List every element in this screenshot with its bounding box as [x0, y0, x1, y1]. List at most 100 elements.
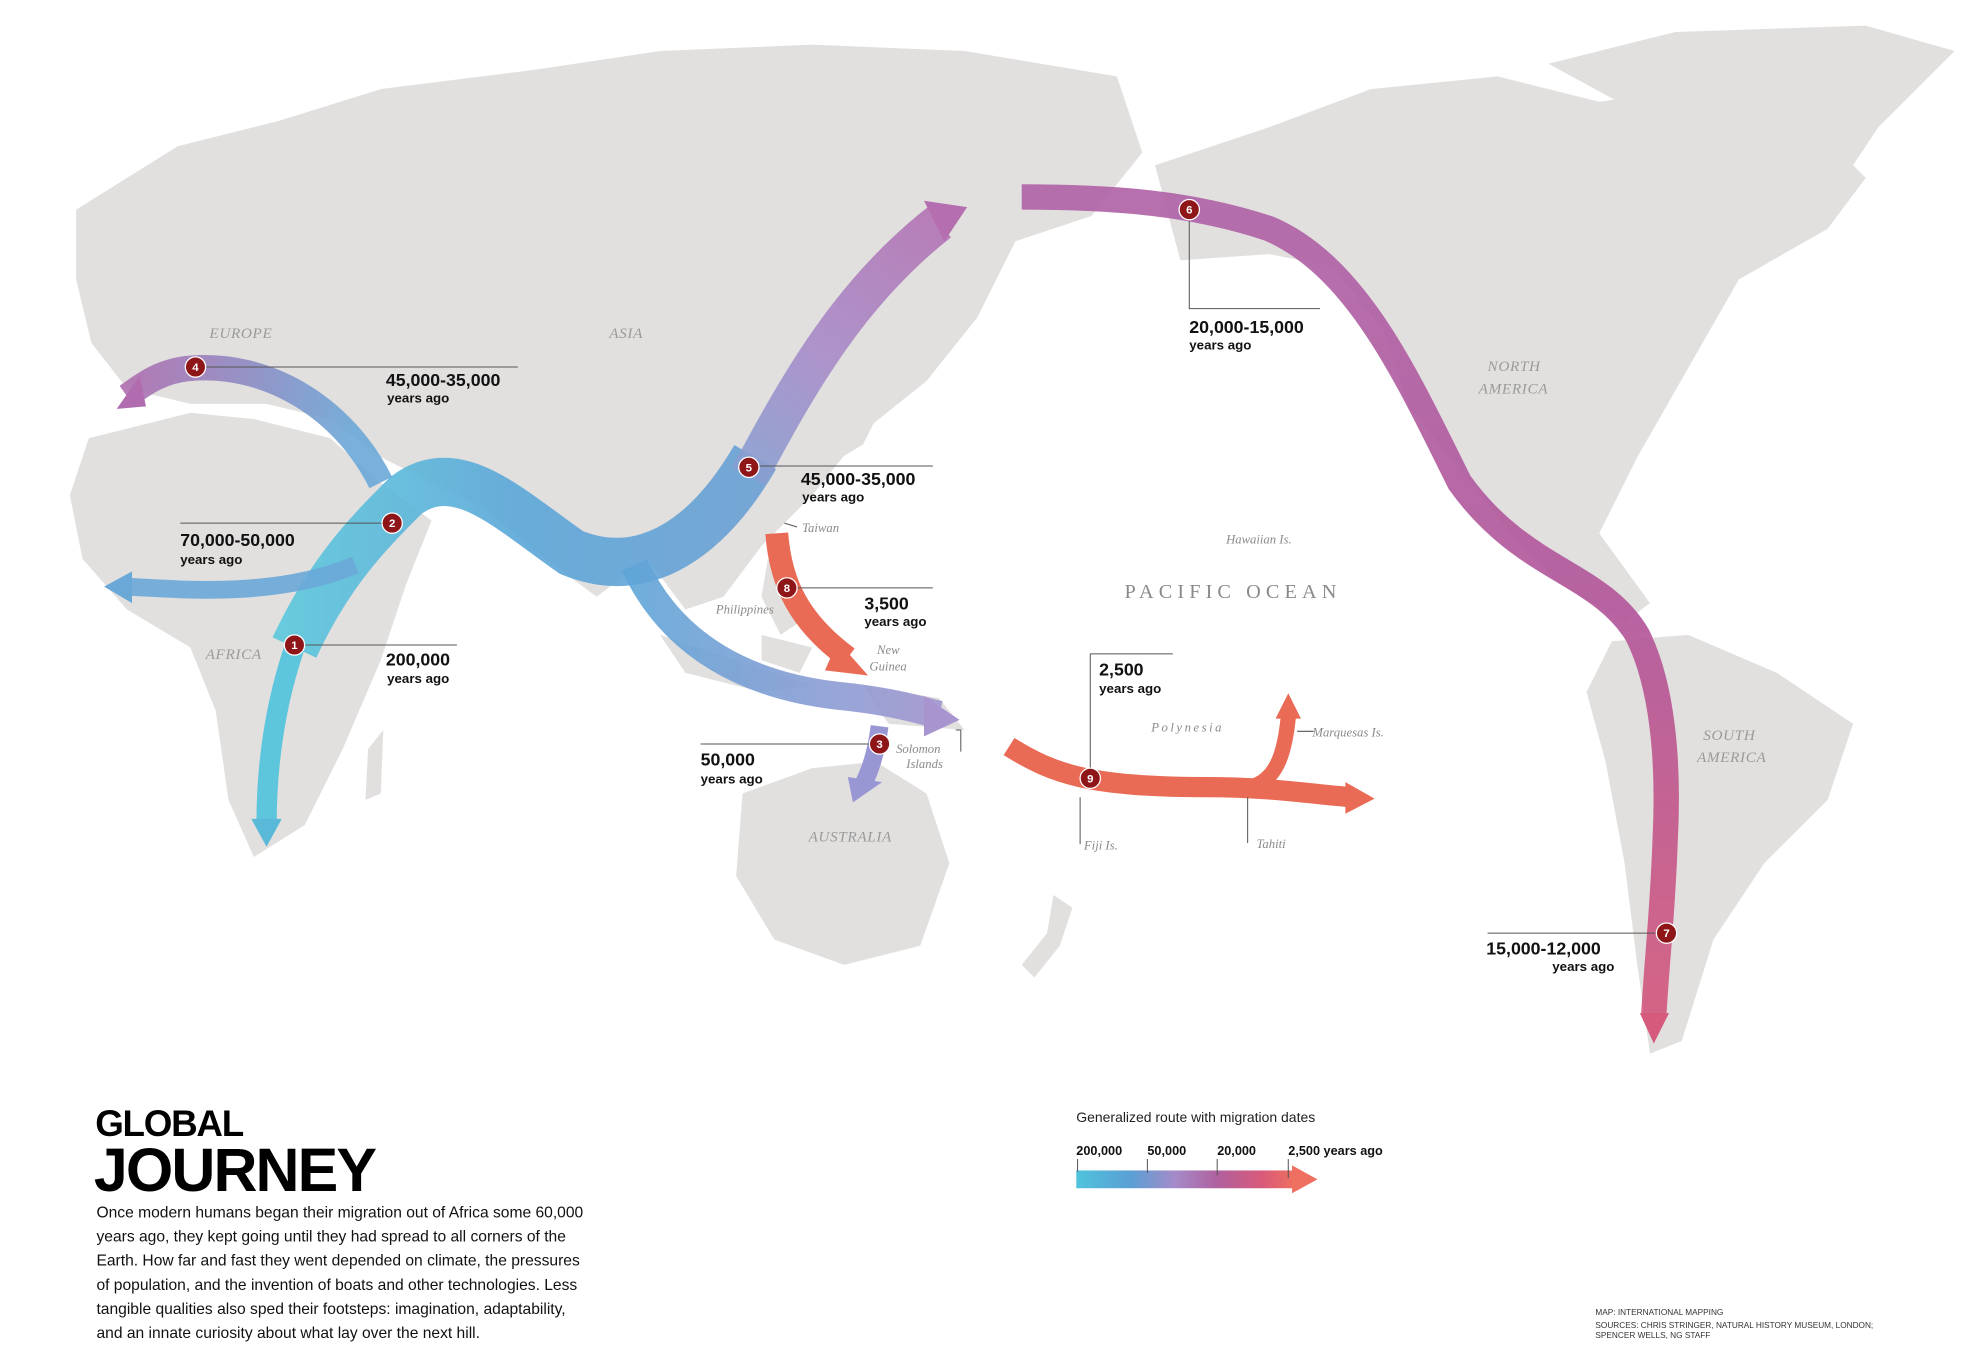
- svg-text:6: 6: [1186, 205, 1192, 217]
- north-america: [1155, 76, 1866, 623]
- callout-8-ago: years ago: [864, 614, 926, 629]
- route-marquesas: [1247, 716, 1296, 795]
- credit-map: MAP: INTERNATIONAL MAPPING: [1595, 1308, 1723, 1317]
- callout-6-ago: years ago: [1189, 337, 1251, 352]
- label-new-guinea-2: Guinea: [869, 659, 906, 673]
- label-north-america-1: NORTH: [1487, 358, 1541, 375]
- greenland: [1548, 25, 1955, 242]
- legend-tick-lines: [1077, 1159, 1289, 1179]
- markers: 1 2 3 4 5 6 7 8 9: [184, 198, 1678, 944]
- legend-arrowhead: [1292, 1165, 1318, 1194]
- route-taiwan-newguinea: [765, 532, 855, 667]
- callout-8-date: 3,500: [864, 593, 909, 613]
- route-polynesia: [1003, 737, 1353, 808]
- africa: [69, 412, 432, 857]
- callouts: 200,000 years ago 70,000-50,000 years ag…: [180, 209, 1667, 974]
- callout-4-date: 45,000-35,000: [386, 370, 501, 390]
- label-solomon-1: Solomon: [896, 742, 940, 756]
- route-south-africa: [256, 644, 305, 826]
- svg-text:7: 7: [1663, 928, 1669, 940]
- label-fiji: Fiji Is.: [1083, 838, 1118, 852]
- callout-5-ago: years ago: [802, 490, 864, 505]
- label-africa: AFRICA: [205, 646, 262, 663]
- marker-8: 8: [776, 577, 798, 599]
- svg-text:tangible qualities also sped t: tangible qualities also sped their foots…: [96, 1301, 565, 1318]
- callout-7-date: 15,000-12,000: [1486, 939, 1601, 959]
- label-polynesia: Polynesia: [1150, 720, 1224, 734]
- route-europe-arrowhead: [116, 375, 146, 409]
- label-philippines: Philippines: [715, 602, 774, 616]
- svg-text:3: 3: [876, 739, 882, 751]
- migration-routes: [104, 184, 1679, 1044]
- legend-tick-50000: 50,000: [1147, 1144, 1186, 1158]
- japan: [831, 368, 895, 464]
- route-americas: [1021, 184, 1679, 1017]
- callout-7-ago: years ago: [1552, 959, 1614, 974]
- marker-7: 7: [1655, 922, 1678, 944]
- label-marquesas: Marquesas Is.: [1311, 725, 1383, 739]
- svg-text:1: 1: [291, 640, 298, 652]
- legend-tick-200000: 200,000: [1076, 1144, 1122, 1158]
- place-leader-lines: [784, 522, 1314, 845]
- callout-9-line: [1089, 653, 1173, 779]
- label-australia: AUSTRALIA: [808, 829, 893, 846]
- label-hawaii: Hawaiian Is.: [1225, 532, 1292, 546]
- label-south-america-2: AMERICA: [1696, 749, 1767, 766]
- route-taiwan-arrowhead: [825, 641, 869, 676]
- svg-text:years ago, they kept going unt: years ago, they kept going until they ha…: [96, 1229, 565, 1246]
- title-line-2: JOURNEY: [94, 1136, 376, 1204]
- label-new-guinea-1: New: [876, 643, 900, 657]
- callout-3-ago: years ago: [701, 771, 763, 786]
- route-polynesia-arrowhead: [1345, 782, 1375, 814]
- uk: [88, 241, 127, 312]
- marker-1: 1: [283, 634, 306, 656]
- svg-text:8: 8: [784, 583, 790, 595]
- route-southeast-arrowhead: [924, 695, 960, 737]
- legend: Generalized route with migration dates 2…: [1076, 1109, 1383, 1194]
- label-solomon-2: Islands: [905, 757, 943, 771]
- marker-3: 3: [868, 733, 891, 755]
- svg-text:4: 4: [192, 362, 199, 374]
- marker-5: 5: [738, 456, 760, 479]
- australia: [736, 761, 950, 965]
- label-south-america-1: SOUTH: [1703, 727, 1756, 744]
- marker-6: 6: [1178, 198, 1201, 221]
- svg-text:of population, and the inventi: of population, and the invention of boat…: [96, 1277, 577, 1294]
- callout-9-date: 2,500: [1099, 659, 1144, 679]
- route-main: [272, 444, 777, 658]
- label-taiwan: Taiwan: [802, 521, 839, 535]
- callout-6-date: 20,000-15,000: [1189, 317, 1304, 337]
- route-north-asia: [732, 207, 952, 486]
- marker-2: 2: [381, 512, 403, 534]
- new-zealand: [1021, 895, 1073, 978]
- callout-5-date: 45,000-35,000: [801, 469, 916, 489]
- route-americas-arrowhead: [1639, 1013, 1670, 1044]
- svg-text:Once modern humans began their: Once modern humans began their migration…: [96, 1204, 583, 1221]
- svg-text:Earth. How far and fast they w: Earth. How far and fast they went depend…: [96, 1253, 579, 1270]
- label-north-america-2: AMERICA: [1478, 381, 1549, 398]
- callout-3-date: 50,000: [701, 750, 755, 770]
- callout-2-ago: years ago: [180, 552, 242, 567]
- legend-tick-2500: 2,500 years ago: [1288, 1144, 1383, 1158]
- svg-text:5: 5: [746, 462, 753, 474]
- route-west-africa: [126, 556, 359, 599]
- credit-sources-2: SPENCER WELLS, NG STAFF: [1595, 1331, 1710, 1340]
- svg-text:and an innate curiosity about: and an innate curiosity about what lay o…: [96, 1325, 480, 1342]
- route-australia-arrowhead: [847, 777, 883, 803]
- label-europe: EUROPE: [208, 325, 272, 342]
- route-marquesas-arrowhead: [1275, 693, 1301, 719]
- title-line-1: GLOBAL: [95, 1103, 244, 1144]
- label-pacific-ocean: PACIFIC OCEAN: [1125, 581, 1342, 603]
- svg-text:2: 2: [389, 518, 395, 530]
- marker-4: 4: [184, 356, 207, 378]
- route-southeast: [621, 558, 943, 729]
- callout-2-date: 70,000-50,000: [180, 530, 295, 550]
- legend-gradient-bar: [1076, 1170, 1295, 1189]
- route-west-africa-arrowhead: [104, 571, 132, 604]
- legend-title: Generalized route with migration dates: [1076, 1109, 1315, 1125]
- intro-text: Once modern humans began their migration…: [96, 1204, 583, 1342]
- region-labels: EUROPE ASIA AFRICA AUSTRALIA NORTH AMERI…: [205, 325, 1767, 852]
- legend-tick-20000: 20,000: [1217, 1144, 1256, 1158]
- callout-6-line: [1188, 209, 1320, 310]
